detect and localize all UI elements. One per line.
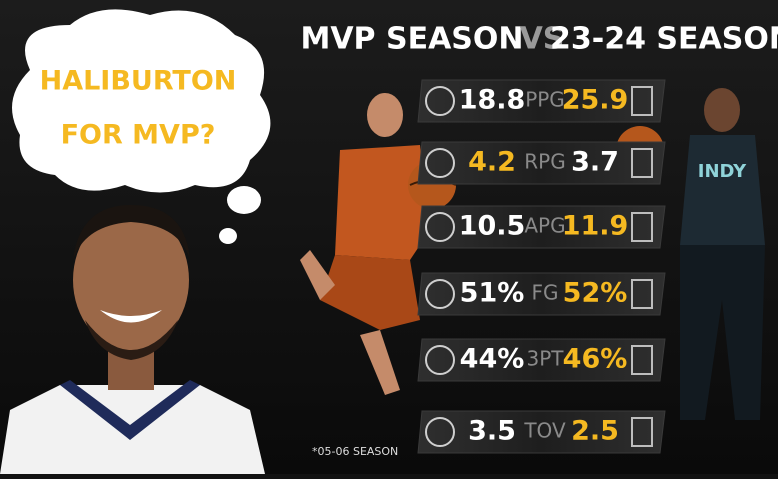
- suns-logo: [425, 345, 455, 375]
- left-value: 44%: [460, 344, 525, 375]
- footnote: *05-06 SEASON: [312, 445, 398, 458]
- stat-label: RPG: [524, 150, 565, 174]
- right-value: 3.7: [571, 147, 619, 178]
- pacers-logo: [631, 417, 653, 447]
- suns-logo: [425, 148, 455, 178]
- bubble-line: HALIBURTON: [40, 66, 237, 97]
- right-value: 2.5: [571, 416, 619, 447]
- right-value: 46%: [563, 344, 628, 375]
- left-value: 3.5: [468, 416, 516, 447]
- right-value: 52%: [563, 278, 628, 309]
- left-value: 18.8: [459, 85, 526, 116]
- pacers-logo: [631, 279, 653, 309]
- stat-label: APG: [524, 214, 565, 238]
- left-header: MVP SEASON: [300, 22, 523, 57]
- thought-bubble: HALIBURTON FOR MVP?: [12, 9, 271, 244]
- row-panel: [417, 79, 666, 123]
- left-value: 10.5: [459, 211, 526, 242]
- pacers-logo: [631, 148, 653, 178]
- suns-logo: [425, 86, 455, 116]
- row-panel: [417, 141, 666, 185]
- suns-logo: [425, 279, 455, 309]
- stat-label: TOV: [523, 419, 566, 443]
- row-panel: [417, 205, 666, 249]
- stat-label: FG: [531, 281, 558, 305]
- pacers-logo: [631, 212, 653, 242]
- suns-logo: [425, 417, 455, 447]
- left-value: 51%: [460, 278, 525, 309]
- suns-logo: [425, 212, 455, 242]
- jersey-text: INDY: [698, 161, 747, 182]
- left-value: 4.2: [468, 147, 516, 178]
- portrait: [0, 205, 265, 474]
- stat-label: PPG: [525, 88, 565, 112]
- stat-label: 3PT: [526, 347, 564, 371]
- right-value: 11.9: [562, 211, 629, 242]
- vs-label: VS: [520, 22, 565, 57]
- right-header: 23-24 SEASON: [550, 22, 778, 57]
- row-panel: [417, 272, 666, 316]
- bubble-line: FOR MVP?: [61, 120, 216, 151]
- row-panel: [417, 338, 666, 382]
- row-panel: [417, 410, 666, 454]
- pacers-logo: [631, 345, 653, 375]
- right-value: 25.9: [562, 85, 629, 116]
- pacers-logo: [631, 86, 653, 116]
